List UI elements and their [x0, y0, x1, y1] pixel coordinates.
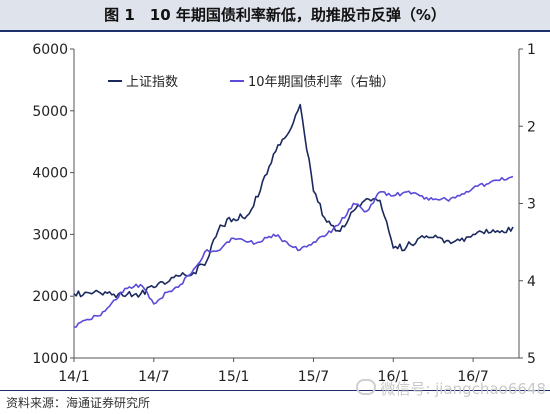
- chart-title: 图 1 10 年期国债利率新低，助推股市反弹（%）: [104, 6, 446, 24]
- left-tick-label: 5000: [32, 104, 68, 120]
- wechat-icon: [356, 379, 377, 395]
- title-bar: [0, 0, 550, 30]
- right-tick-label: 4: [527, 274, 536, 290]
- x-tick-label: 14/7: [138, 369, 169, 385]
- right-tick-label: 2: [527, 119, 536, 135]
- series-line-1: [73, 175, 514, 328]
- legend: 上证指数 10年期国债利率（右轴）: [108, 74, 395, 90]
- x-tick-label: 16/1: [378, 369, 409, 385]
- watermark: 微信号: jiangchao6648: [356, 378, 546, 399]
- x-tick-label: 14/1: [58, 369, 89, 385]
- right-tick-label: 1: [527, 42, 536, 58]
- series-line-0: [73, 103, 514, 299]
- right-tick-label: 3: [527, 197, 536, 213]
- left-tick-label: 3000: [32, 227, 68, 243]
- left-axis-ticks: 6000 5000 4000 3000 2000 1000: [32, 42, 74, 367]
- source-note: 资料来源：海通证券研究所: [6, 396, 151, 410]
- right-axis-ticks: 1 2 3 4 5: [519, 42, 536, 367]
- title-divider: [0, 30, 550, 32]
- watermark-text: 微信号: jiangchao6648: [380, 380, 546, 398]
- left-tick-label: 2000: [32, 289, 68, 305]
- left-tick-label: 1000: [32, 351, 68, 367]
- x-tick-label: 15/1: [218, 369, 249, 385]
- left-tick-label: 6000: [32, 42, 68, 58]
- right-tick-label: 5: [527, 351, 536, 367]
- source-divider: [0, 390, 550, 391]
- x-tick-label: 15/7: [298, 369, 329, 385]
- x-tick-label: 16/7: [457, 369, 488, 385]
- legend-label-0: 上证指数: [126, 75, 178, 90]
- left-tick-label: 4000: [32, 166, 68, 182]
- legend-label-1: 10年期国债利率（右轴）: [248, 74, 395, 90]
- series-layer: [73, 103, 514, 328]
- x-axis-ticks: 14/1 14/7 15/1 15/7 16/1 16/7: [58, 358, 489, 385]
